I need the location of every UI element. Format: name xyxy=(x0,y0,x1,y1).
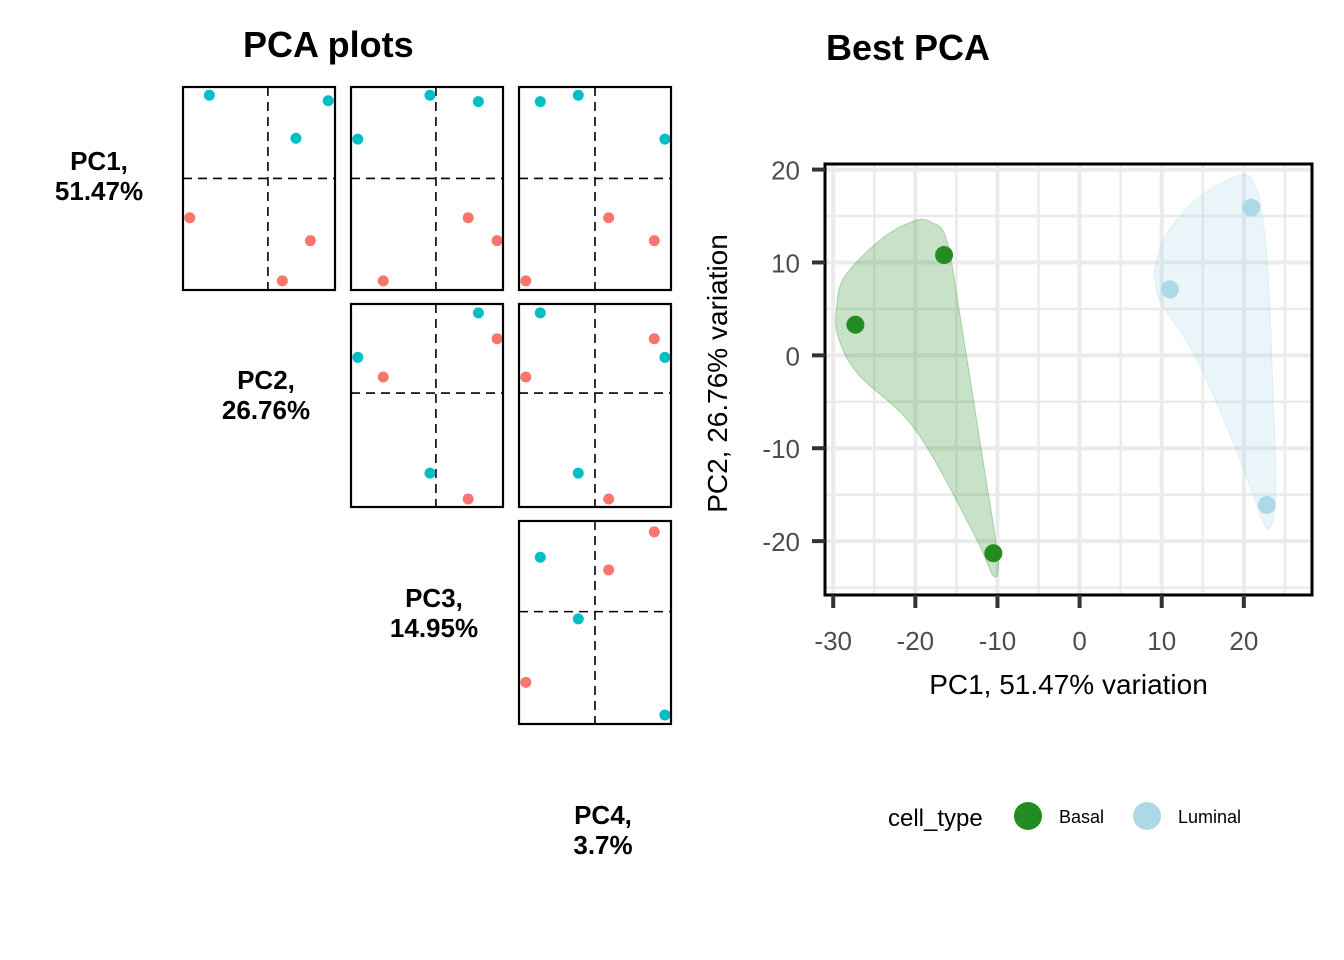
pairs-panel-pc2-vs-pc4 xyxy=(517,302,673,509)
pairs-label-pc3: PC3, 14.95% xyxy=(364,583,504,643)
hull-basal xyxy=(835,218,1000,578)
panel-border xyxy=(181,85,337,292)
legend: cell_type Basal Luminal xyxy=(888,802,1241,832)
x-tick-label: -20 xyxy=(897,626,935,656)
panel-border xyxy=(349,85,505,292)
panel-border xyxy=(517,302,673,509)
pairs-point-basal xyxy=(603,564,615,576)
y-tick-label: -10 xyxy=(762,434,800,464)
panel-border xyxy=(517,85,673,292)
pairs-point-basal xyxy=(491,333,503,345)
pairs-point-luminal xyxy=(659,133,671,145)
pairs-point-luminal xyxy=(424,89,436,101)
y-tick-label: 0 xyxy=(786,341,800,371)
pairs-label-pc1-variance: 51.47% xyxy=(54,176,144,206)
pairs-point-basal xyxy=(520,275,532,287)
pairs-point-luminal xyxy=(534,96,546,108)
point-luminal xyxy=(1257,495,1276,514)
pairs-point-luminal xyxy=(203,89,215,101)
pairs-point-basal xyxy=(648,235,660,247)
point-luminal xyxy=(1160,280,1179,299)
pairs-point-luminal xyxy=(572,89,584,101)
x-tick-label: 0 xyxy=(1072,626,1086,656)
x-axis-title: PC1, 51.47% variation xyxy=(929,669,1208,700)
point-basal xyxy=(935,246,954,265)
best-pca-title: Best PCA xyxy=(826,27,991,68)
pairs-point-basal xyxy=(520,371,532,383)
x-tick-label: 10 xyxy=(1147,626,1176,656)
pairs-label-pc4-variance: 3.7% xyxy=(573,830,633,860)
pairs-point-luminal xyxy=(659,709,671,721)
pairs-point-luminal xyxy=(290,132,302,144)
pairs-label-pc2: PC2, 26.76% xyxy=(196,365,336,425)
legend-label-luminal: Luminal xyxy=(1178,807,1241,827)
pairs-point-basal xyxy=(304,235,316,247)
point-luminal xyxy=(1242,198,1261,217)
pairs-label-pc4: PC4, 3.7% xyxy=(533,800,673,860)
panel-border xyxy=(349,302,505,509)
y-axis-title: PC2, 26.76% variation xyxy=(702,234,733,513)
point-basal xyxy=(846,315,865,334)
pairs-point-luminal xyxy=(472,96,484,108)
pairs-point-basal xyxy=(603,212,615,224)
pairs-point-luminal xyxy=(472,307,484,319)
pairs-point-basal xyxy=(462,493,474,505)
best-pca-plot: -30 -20 -10 0 10 20 20 10 0 -10 -20 PC1, 51.47% var… xyxy=(702,156,1314,832)
pairs-title: PCA plots xyxy=(243,24,414,65)
pairs-point-luminal xyxy=(534,551,546,563)
pairs-label-pc2-name: PC2, xyxy=(237,365,295,395)
pairs-point-luminal xyxy=(534,307,546,319)
pairs-point-basal xyxy=(462,212,474,224)
pairs-panel-pc1-vs-pc2 xyxy=(181,85,337,292)
pairs-label-pc3-name: PC3, xyxy=(405,583,463,613)
x-tick-label: -10 xyxy=(979,626,1017,656)
pairs-panel-pc1-vs-pc3 xyxy=(349,85,505,292)
legend-key-basal xyxy=(1014,802,1042,830)
pairs-point-basal xyxy=(648,526,660,538)
plot-border xyxy=(823,162,1314,597)
legend-title: cell_type xyxy=(888,805,983,832)
y-tick-label: 20 xyxy=(771,156,800,186)
pairs-label-pc4-name: PC4, xyxy=(574,800,632,830)
pairs-point-luminal xyxy=(572,613,584,625)
pairs-panel-pc3-vs-pc4 xyxy=(517,519,673,726)
pairs-panel-pc1-vs-pc4 xyxy=(517,85,673,292)
pairs-point-basal xyxy=(520,676,532,688)
pairs-label-pc3-variance: 14.95% xyxy=(389,613,479,643)
point-basal xyxy=(984,544,1003,563)
pairs-label-pc1-name: PC1, xyxy=(70,146,128,176)
y-tick-label: -20 xyxy=(762,527,800,557)
x-tick-label: 20 xyxy=(1229,626,1258,656)
pairs-label-pc2-variance: 26.76% xyxy=(221,395,311,425)
panel-border xyxy=(517,519,673,726)
legend-key-luminal xyxy=(1133,802,1161,830)
pairs-point-basal xyxy=(184,212,196,224)
pairs-label-pc1: PC1, 51.47% xyxy=(29,146,169,206)
pairs-point-basal xyxy=(491,235,503,247)
pairs-point-basal xyxy=(377,371,389,383)
pairs-point-luminal xyxy=(352,133,364,145)
pairs-point-basal xyxy=(377,275,389,287)
pairs-point-luminal xyxy=(659,351,671,363)
hull-luminal xyxy=(1153,173,1277,531)
pairs-point-basal xyxy=(648,333,660,345)
pairs-panel-pc2-vs-pc3 xyxy=(349,302,505,509)
plot-background xyxy=(825,164,1312,595)
pairs-point-luminal xyxy=(352,351,364,363)
pairs-point-luminal xyxy=(322,95,334,107)
x-tick-label: -30 xyxy=(814,626,852,656)
y-tick-label: 10 xyxy=(771,248,800,278)
legend-label-basal: Basal xyxy=(1059,807,1104,827)
pairs-point-luminal xyxy=(572,467,584,479)
pairs-point-basal xyxy=(603,493,615,505)
pairs-point-luminal xyxy=(424,467,436,479)
pairs-point-basal xyxy=(276,275,288,287)
